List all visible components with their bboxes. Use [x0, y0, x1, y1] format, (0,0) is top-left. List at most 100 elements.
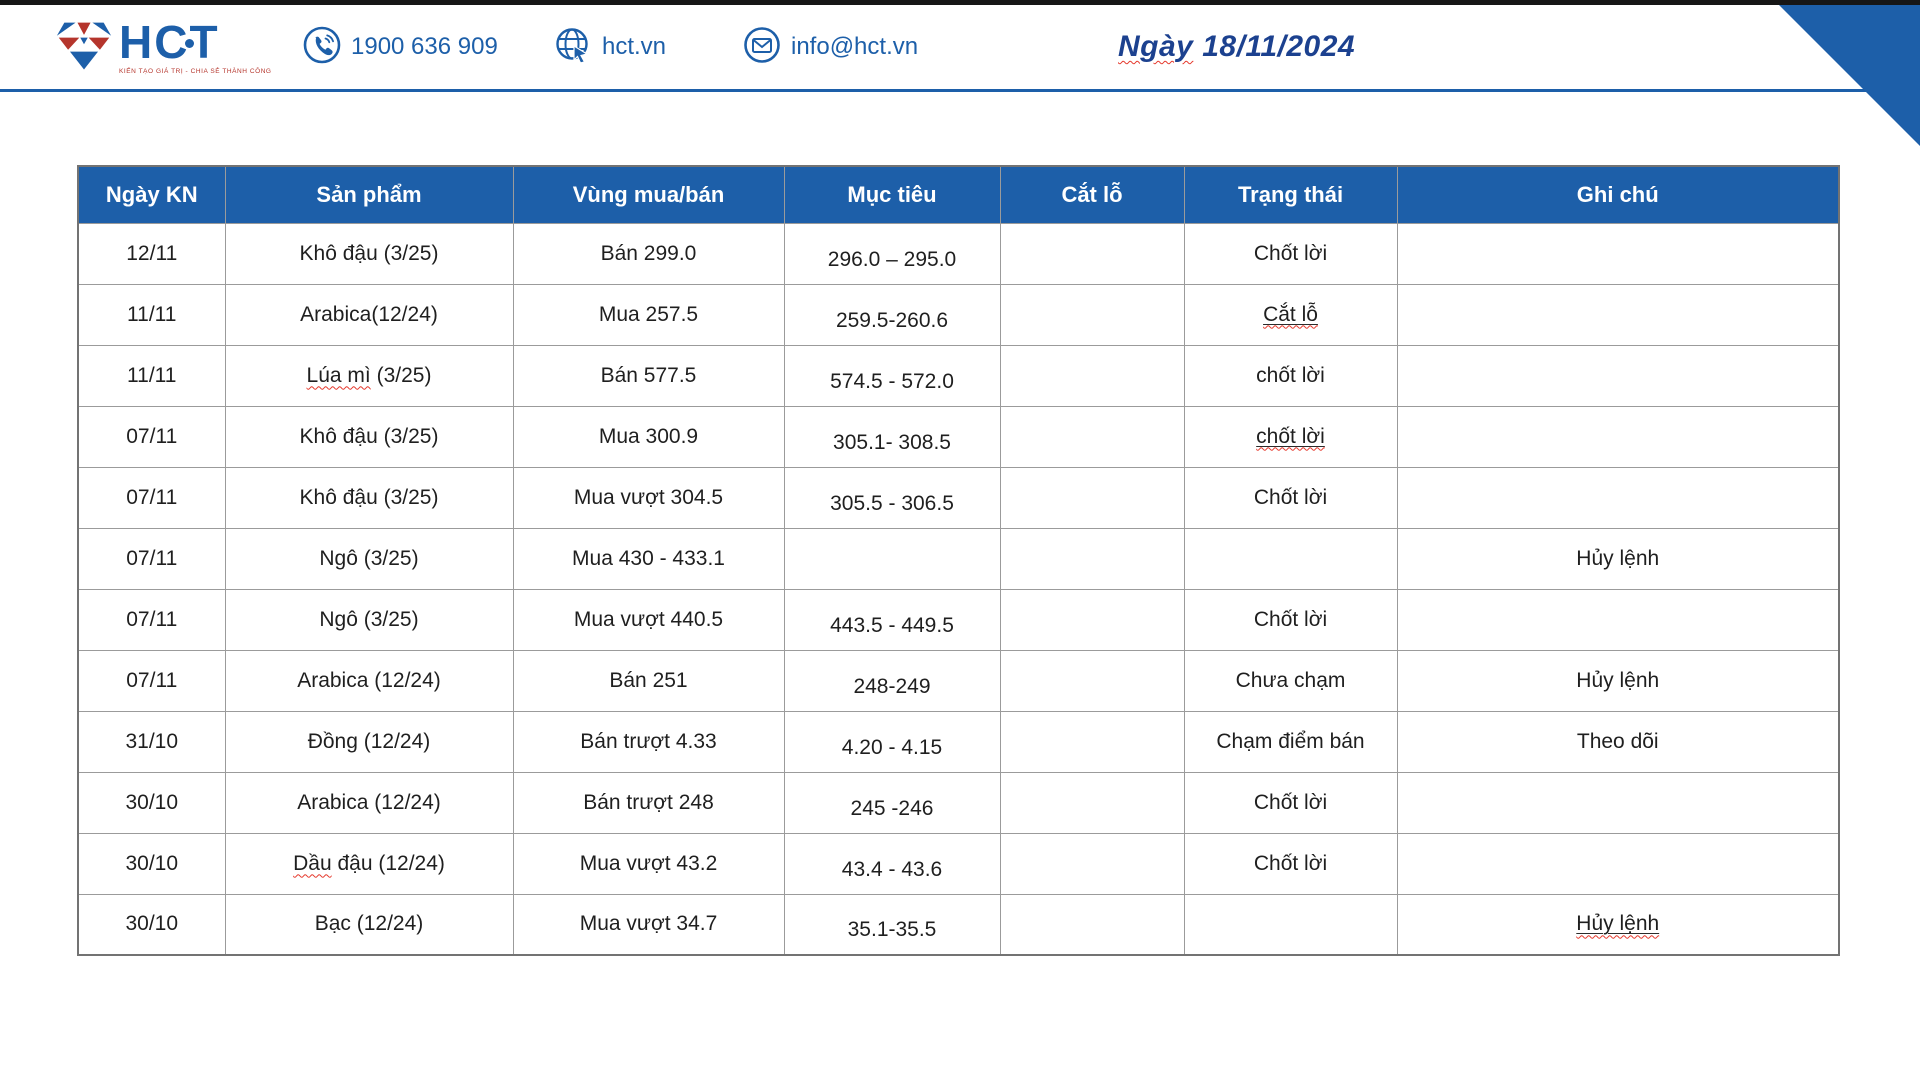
- table-row: 07/11 Ngô (3/25) Mua 430 - 433.1 Hủy lệnh: [77, 527, 1840, 590]
- cell-muc-tieu: 43.4 - 43.6: [783, 832, 1001, 895]
- cell-vung-mua-ban: Mua vượt 440.5: [512, 588, 785, 651]
- date-word: Ngày: [1118, 30, 1194, 63]
- envelope-icon: [742, 25, 782, 70]
- cell-ngay-kn: 31/10: [77, 710, 226, 773]
- table-row: 07/11 Ngô (3/25) Mua vượt 440.5 443.5 - 449…: [77, 588, 1840, 651]
- cell-ghi-chu: [1396, 466, 1840, 529]
- date-value: 18/11/2024: [1193, 30, 1356, 63]
- cell-trang-thai: [1183, 893, 1398, 956]
- cell-ghi-chu: Hủy lệnh: [1396, 893, 1840, 956]
- phone-number: 1900 636 909: [351, 33, 498, 60]
- cell-ghi-chu: [1396, 344, 1840, 407]
- cell-trang-thai: Chạm điểm bán: [1183, 710, 1398, 773]
- header-divider-line: [0, 89, 1920, 92]
- cell-trang-thai: Chưa chạm: [1183, 649, 1398, 712]
- cell-ngay-kn: 07/11: [77, 527, 226, 590]
- cell-trang-thai: [1183, 527, 1398, 590]
- signals-table: Ngày KN Sản phẩm Vùng mua/bán Mục tiêu C…: [77, 165, 1840, 956]
- cell-cat-lo: [999, 466, 1185, 529]
- email-address: info@hct.vn: [791, 33, 919, 60]
- cell-vung-mua-ban: Mua 257.5: [512, 283, 785, 346]
- cell-vung-mua-ban: Mua vượt 43.2: [512, 832, 785, 895]
- cell-ghi-chu: [1396, 588, 1840, 651]
- table-row: 30/10 Bạc (12/24) Mua vượt 34.7 35.1-35.5 Hủ…: [77, 893, 1840, 956]
- corner-triangle-decoration: [1774, 0, 1920, 146]
- cell-cat-lo: [999, 283, 1185, 346]
- cell-cat-lo: [999, 527, 1185, 590]
- logo-c-dot: [185, 39, 194, 48]
- cell-ngay-kn: 12/11: [77, 222, 226, 285]
- cell-muc-tieu: 574.5 - 572.0: [783, 344, 1001, 407]
- contact-email: info@hct.vn: [742, 5, 918, 89]
- cell-muc-tieu: [783, 527, 1001, 590]
- cell-vung-mua-ban: Bán trượt 248: [512, 771, 785, 834]
- cell-cat-lo: [999, 832, 1185, 895]
- cell-cat-lo: [999, 771, 1185, 834]
- cell-trang-thai: chốt lời: [1183, 405, 1398, 468]
- cell-ghi-chu: Theo dõi: [1396, 710, 1840, 773]
- cell-muc-tieu: 443.5 - 449.5: [783, 588, 1001, 651]
- cell-san-pham: Ngô (3/25): [224, 527, 514, 590]
- col-header-ngay-kn: Ngày KN: [77, 165, 226, 224]
- cell-vung-mua-ban: Mua 300.9: [512, 405, 785, 468]
- cell-cat-lo: [999, 588, 1185, 651]
- table-row: 07/11 Khô đậu (3/25) Mua vượt 304.5 305.5 -…: [77, 466, 1840, 529]
- table-row: 12/11 Khô đậu (3/25) Bán 299.0 296.0 – 295.…: [77, 222, 1840, 285]
- cell-cat-lo: [999, 344, 1185, 407]
- cell-vung-mua-ban: Bán 299.0: [512, 222, 785, 285]
- signals-table-body: 12/11 Khô đậu (3/25) Bán 299.0 296.0 – 295.…: [77, 222, 1840, 956]
- cell-san-pham: Bạc (12/24): [224, 893, 514, 956]
- table-row: 11/11 Arabica(12/24) Mua 257.5 259.5-260.6 C…: [77, 283, 1840, 346]
- cell-trang-thai: Chốt lời: [1183, 466, 1398, 529]
- report-date: Ngày 18/11/2024: [1118, 5, 1355, 89]
- cell-vung-mua-ban: Mua vượt 34.7: [512, 893, 785, 956]
- cell-ghi-chu: Hủy lệnh: [1396, 527, 1840, 590]
- cell-cat-lo: [999, 893, 1185, 956]
- company-logo: HCT KIẾN TẠO GIÁ TRỊ - CHIA SẺ THÀNH CÔN…: [55, 5, 272, 89]
- cell-ghi-chu: [1396, 405, 1840, 468]
- col-header-ghi-chu: Ghi chú: [1396, 165, 1840, 224]
- website-url: hct.vn: [602, 33, 667, 60]
- cell-trang-thai: Chốt lời: [1183, 222, 1398, 285]
- col-header-cat-lo: Cắt lỗ: [999, 165, 1185, 224]
- table-row: 11/11 Lúa mì (3/25) Bán 577.5 574.5 - 572.0…: [77, 344, 1840, 407]
- cell-muc-tieu: 248-249: [783, 649, 1001, 712]
- cell-muc-tieu: 305.1- 308.5: [783, 405, 1001, 468]
- col-header-san-pham: Sản phẩm: [224, 165, 514, 224]
- cell-ngay-kn: 11/11: [77, 344, 226, 407]
- cell-trang-thai: Cắt lỗ: [1183, 283, 1398, 346]
- cell-muc-tieu: 4.20 - 4.15: [783, 710, 1001, 773]
- cell-san-pham: Ngô (3/25): [224, 588, 514, 651]
- cell-cat-lo: [999, 222, 1185, 285]
- cell-ghi-chu: [1396, 771, 1840, 834]
- cell-ghi-chu: [1396, 832, 1840, 895]
- cell-ghi-chu: [1396, 222, 1840, 285]
- cell-san-pham: Khô đậu (3/25): [224, 466, 514, 529]
- cell-san-pham: Lúa mì (3/25): [224, 344, 514, 407]
- cell-vung-mua-ban: Bán 577.5: [512, 344, 785, 407]
- cell-ngay-kn: 30/10: [77, 771, 226, 834]
- cell-ngay-kn: 07/11: [77, 466, 226, 529]
- logo-tagline: KIẾN TẠO GIÁ TRỊ - CHIA SẺ THÀNH CÔNG: [119, 68, 272, 75]
- cell-trang-thai: Chốt lời: [1183, 832, 1398, 895]
- table-header-row: Ngày KN Sản phẩm Vùng mua/bán Mục tiêu C…: [77, 165, 1840, 224]
- cell-ngay-kn: 07/11: [77, 649, 226, 712]
- table-row: 30/10 Arabica (12/24) Bán trượt 248 245 -24…: [77, 771, 1840, 834]
- cell-ghi-chu: [1396, 283, 1840, 346]
- table-row: 07/11 Khô đậu (3/25) Mua 300.9 305.1- 308.5…: [77, 405, 1840, 468]
- contact-phone: 1900 636 909: [302, 5, 498, 89]
- cell-trang-thai: Chốt lời: [1183, 771, 1398, 834]
- cell-ngay-kn: 07/11: [77, 405, 226, 468]
- cell-vung-mua-ban: Mua 430 - 433.1: [512, 527, 785, 590]
- top-black-bar: [0, 0, 1920, 5]
- cell-san-pham: Arabica (12/24): [224, 649, 514, 712]
- col-header-vung-mua-ban: Vùng mua/bán: [512, 165, 785, 224]
- report-date-text: Ngày 18/11/2024: [1118, 30, 1355, 64]
- cell-san-pham: Dầu đậu (12/24): [224, 832, 514, 895]
- cell-san-pham: Đồng (12/24): [224, 710, 514, 773]
- cell-san-pham: Arabica (12/24): [224, 771, 514, 834]
- table-row: 31/10 Đồng (12/24) Bán trượt 4.33 4.20 - 4.…: [77, 710, 1840, 773]
- cell-san-pham: Khô đậu (3/25): [224, 222, 514, 285]
- cell-cat-lo: [999, 649, 1185, 712]
- cell-ngay-kn: 30/10: [77, 832, 226, 895]
